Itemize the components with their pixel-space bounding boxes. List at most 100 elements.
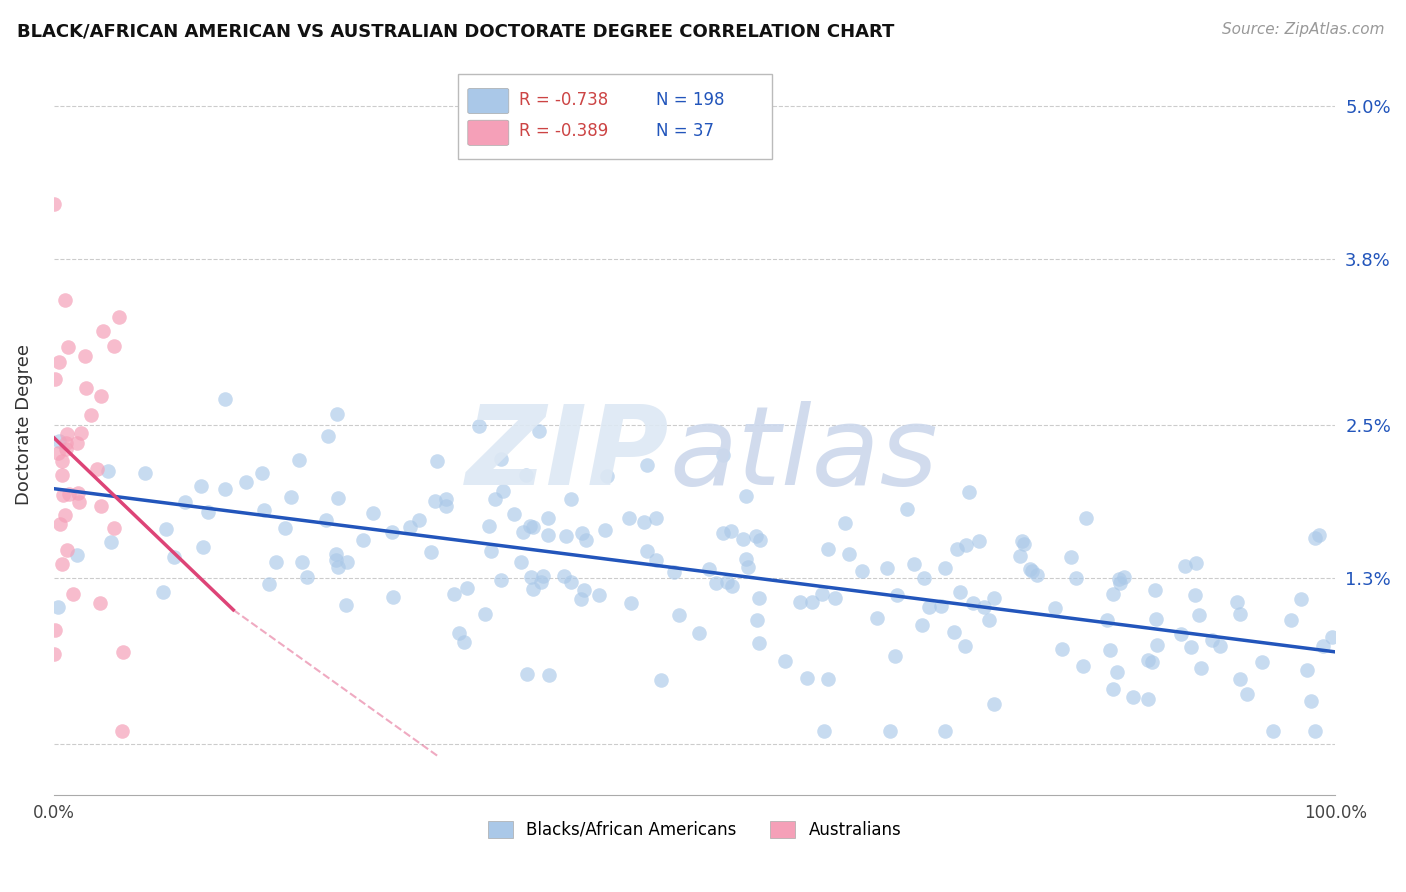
Point	[325, 553, 347, 567]
Point	[49, 516, 72, 531]
Point	[214, 483, 236, 497]
Point	[1136, 653, 1159, 667]
Point	[56, 340, 79, 354]
Point	[596, 469, 619, 483]
Point	[46, 599, 69, 614]
Point	[876, 561, 898, 575]
Point	[636, 458, 658, 472]
Point	[66, 435, 89, 450]
Point	[911, 618, 934, 632]
Point	[516, 666, 538, 681]
Point	[112, 644, 135, 658]
Point	[1076, 511, 1098, 525]
Point	[55, 442, 77, 456]
Point	[44, 372, 66, 386]
Point	[749, 533, 772, 548]
Point	[48, 355, 70, 369]
Point	[1101, 587, 1123, 601]
Point	[1114, 570, 1136, 584]
Point	[67, 495, 90, 509]
Point	[748, 591, 770, 606]
Point	[51, 454, 73, 468]
Point	[456, 581, 478, 595]
Point	[1301, 694, 1323, 708]
Point	[492, 483, 515, 498]
Point	[934, 561, 956, 575]
Point	[515, 467, 537, 482]
Point	[48, 446, 70, 460]
Point	[633, 515, 655, 529]
Point	[1305, 723, 1327, 738]
Point	[134, 466, 156, 480]
Point	[1251, 655, 1274, 669]
Point	[955, 539, 977, 553]
FancyBboxPatch shape	[468, 88, 509, 113]
Point	[967, 533, 990, 548]
Point	[44, 624, 66, 638]
Point	[91, 324, 114, 338]
Point	[297, 570, 319, 584]
Point	[711, 448, 734, 462]
Point	[290, 555, 312, 569]
Point	[51, 557, 73, 571]
Point	[361, 506, 384, 520]
Point	[191, 540, 214, 554]
Point	[250, 466, 273, 480]
Point	[1019, 562, 1042, 576]
Point	[934, 723, 956, 738]
Point	[619, 511, 641, 525]
Point	[44, 197, 66, 211]
Point	[957, 485, 980, 500]
Point	[1105, 665, 1128, 679]
Point	[711, 526, 734, 541]
Point	[1174, 559, 1197, 574]
Point	[190, 479, 212, 493]
Point	[52, 488, 75, 502]
Point	[1060, 549, 1083, 564]
Point	[173, 494, 195, 508]
Point	[644, 552, 666, 566]
Point	[80, 408, 103, 422]
Point	[163, 549, 186, 564]
Point	[328, 560, 350, 574]
Point	[1229, 672, 1251, 686]
Point	[1308, 528, 1330, 542]
Point	[509, 555, 531, 569]
Point	[824, 591, 846, 605]
Point	[721, 579, 744, 593]
Point	[620, 597, 643, 611]
Point	[443, 587, 465, 601]
Point	[502, 507, 524, 521]
Point	[264, 555, 287, 569]
Point	[522, 519, 544, 533]
Point	[1008, 549, 1031, 563]
Point	[447, 625, 470, 640]
Point	[1108, 576, 1130, 591]
Text: N = 37: N = 37	[657, 122, 714, 140]
Point	[73, 349, 96, 363]
Point	[280, 490, 302, 504]
Point	[51, 467, 73, 482]
Point	[1050, 642, 1073, 657]
Point	[553, 569, 575, 583]
Point	[1108, 572, 1130, 586]
Point	[520, 569, 543, 583]
Point	[335, 599, 357, 613]
Point	[977, 613, 1000, 627]
Point	[569, 592, 592, 607]
Point	[352, 533, 374, 547]
Point	[1043, 601, 1066, 615]
Point	[453, 635, 475, 649]
Point	[436, 491, 458, 506]
Point	[42, 647, 65, 661]
Text: R = -0.389: R = -0.389	[519, 122, 609, 140]
Point	[86, 462, 108, 476]
Point	[423, 494, 446, 508]
Point	[1170, 626, 1192, 640]
Point	[1189, 660, 1212, 674]
Point	[100, 535, 122, 549]
Point	[866, 611, 889, 625]
Point	[1209, 640, 1232, 654]
Point	[89, 596, 111, 610]
Point	[1185, 556, 1208, 570]
